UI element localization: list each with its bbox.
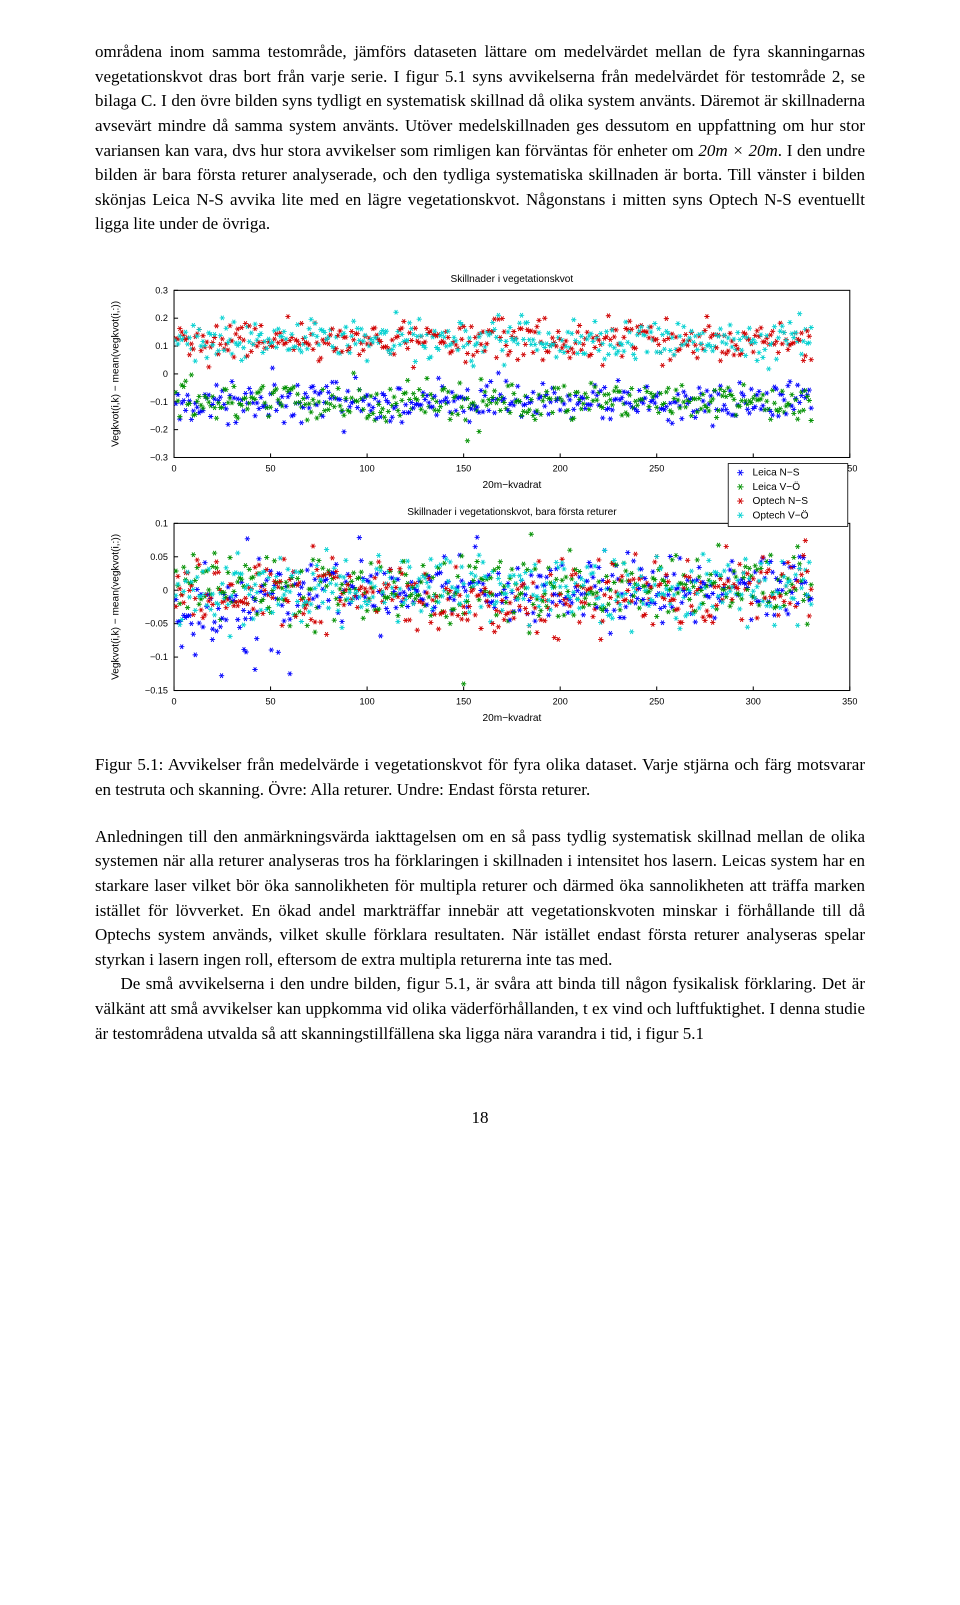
svg-text:250: 250 [649, 464, 664, 474]
paragraph-1: områdena inom samma testområde, jämförs … [95, 40, 865, 237]
svg-text:50: 50 [266, 697, 276, 707]
svg-text:20m−kvadrat: 20m−kvadrat [483, 480, 542, 491]
svg-text:250: 250 [649, 697, 664, 707]
svg-text:0: 0 [171, 697, 176, 707]
para1-math: 20m × 20m [698, 141, 777, 160]
svg-text:100: 100 [360, 464, 375, 474]
svg-text:−0.1: −0.1 [150, 652, 168, 662]
svg-text:−0.2: −0.2 [150, 425, 168, 435]
svg-text:−0.15: −0.15 [145, 686, 168, 696]
paragraph-2: Anledningen till den anmärkningsvärda ia… [95, 825, 865, 973]
svg-text:Skillnader i vegetationskvot,: Skillnader i vegetationskvot, bara först… [407, 507, 617, 518]
svg-text:Skillnader i vegetationskvot: Skillnader i vegetationskvot [451, 274, 574, 285]
page-number: 18 [95, 1106, 865, 1131]
figure-svg: 0 50 100 150 200 250 300 350 −0.3 −0.2 −0.1 0 0.1 0.2… [95, 265, 865, 741]
svg-text:Vegkvot(i,k) − mean(vegkvot(i,: Vegkvot(i,k) − mean(vegkvot(i,:)) [110, 534, 121, 680]
svg-text:0: 0 [163, 369, 168, 379]
svg-text:100: 100 [360, 697, 375, 707]
svg-text:150: 150 [456, 697, 471, 707]
svg-text:0.1: 0.1 [155, 341, 168, 351]
svg-text:−0.1: −0.1 [150, 397, 168, 407]
svg-text:200: 200 [553, 464, 568, 474]
svg-text:0: 0 [163, 585, 168, 595]
svg-text:20m−kvadrat: 20m−kvadrat [483, 713, 542, 724]
svg-text:150: 150 [456, 464, 471, 474]
svg-text:200: 200 [553, 697, 568, 707]
svg-text:50: 50 [266, 464, 276, 474]
caption-label: Figur 5.1: [95, 755, 168, 774]
svg-text:−0.3: −0.3 [150, 453, 168, 463]
svg-text:0: 0 [171, 464, 176, 474]
figure-5-1: 0 50 100 150 200 250 300 350 −0.3 −0.2 −0.1 0 0.1 0.2… [95, 265, 865, 802]
svg-text:300: 300 [746, 697, 761, 707]
svg-text:350: 350 [842, 697, 857, 707]
svg-text:0.1: 0.1 [155, 519, 168, 529]
svg-text:0.05: 0.05 [150, 552, 168, 562]
paragraph-3: De små avvikelserna i den undre bilden, … [95, 972, 865, 1046]
caption-text: Avvikelser från medelvärde i vegetations… [95, 755, 865, 799]
svg-text:Vegkvot(i,k) − mean(vegkvot(i,: Vegkvot(i,k) − mean(vegkvot(i,:)) [110, 301, 121, 447]
svg-text:0.3: 0.3 [155, 285, 168, 295]
svg-text:−0.05: −0.05 [145, 619, 168, 629]
svg-text:0.2: 0.2 [155, 313, 168, 323]
figure-caption: Figur 5.1: Avvikelser från medelvärde i … [95, 753, 865, 802]
